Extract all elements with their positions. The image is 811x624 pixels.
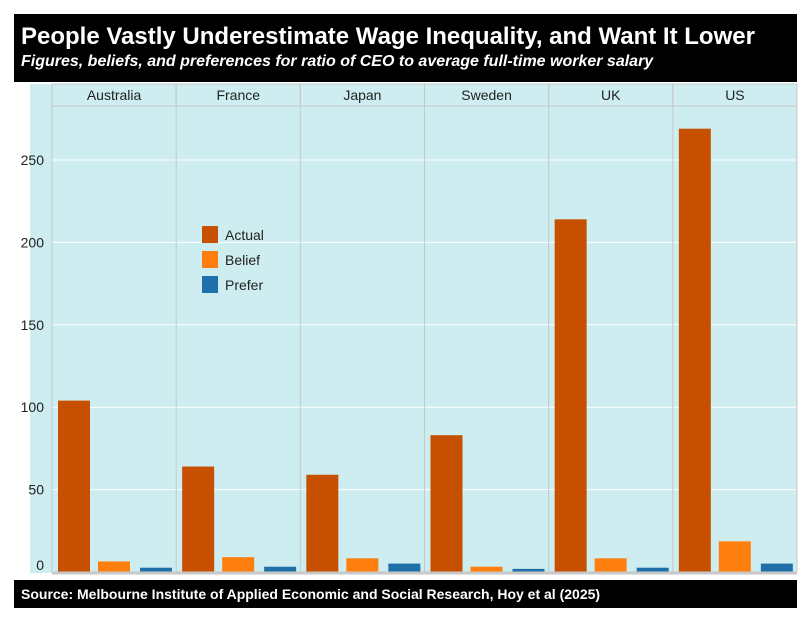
facet-label: Japan — [343, 87, 381, 103]
bar-belief-australia — [98, 561, 130, 572]
bar-actual-australia — [58, 400, 90, 572]
y-tick-label: 150 — [21, 317, 45, 333]
bar-actual-france — [182, 466, 215, 572]
bar-prefer-japan — [388, 563, 421, 572]
plot-background — [30, 84, 797, 573]
bar-belief-uk — [594, 558, 627, 572]
y-tick-label: 250 — [21, 152, 45, 168]
facet-label: France — [216, 87, 260, 103]
y-tick-label: 200 — [21, 234, 45, 250]
legend-swatch-belief — [202, 251, 218, 268]
y-tick-label: 100 — [21, 399, 45, 415]
bar-belief-france — [222, 557, 255, 572]
legend-label: Prefer — [225, 277, 263, 293]
bar-actual-uk — [554, 219, 587, 572]
y-tick-label: 50 — [28, 482, 44, 498]
legend-label: Actual — [225, 227, 264, 243]
facet-label: UK — [601, 87, 621, 103]
bar-prefer-australia — [140, 567, 172, 572]
chart-title: People Vastly Underestimate Wage Inequal… — [21, 23, 755, 50]
bar-prefer-us — [760, 563, 793, 572]
y-tick-label: 0 — [36, 557, 44, 573]
bar-belief-japan — [346, 558, 379, 572]
bar-belief-us — [718, 541, 751, 572]
bar-prefer-sweden — [512, 568, 545, 572]
facet-label: Australia — [87, 87, 142, 103]
bar-prefer-france — [264, 566, 297, 572]
legend-label: Belief — [225, 252, 260, 268]
facet-label: US — [725, 87, 744, 103]
bar-actual-japan — [306, 474, 339, 572]
bar-prefer-uk — [636, 567, 669, 572]
bar-belief-sweden — [470, 566, 503, 572]
facet-label: Sweden — [461, 87, 512, 103]
bar-actual-sweden — [430, 435, 463, 572]
bar-actual-us — [678, 128, 711, 573]
legend-swatch-actual — [202, 226, 218, 243]
footer-bar: Source: Melbourne Institute of Applied E… — [14, 580, 797, 608]
legend-swatch-prefer — [202, 276, 218, 293]
chart-subtitle: Figures, beliefs, and preferences for ra… — [21, 53, 654, 70]
title-bar: People Vastly Underestimate Wage Inequal… — [14, 14, 797, 82]
source-note: Source: Melbourne Institute of Applied E… — [21, 586, 601, 602]
